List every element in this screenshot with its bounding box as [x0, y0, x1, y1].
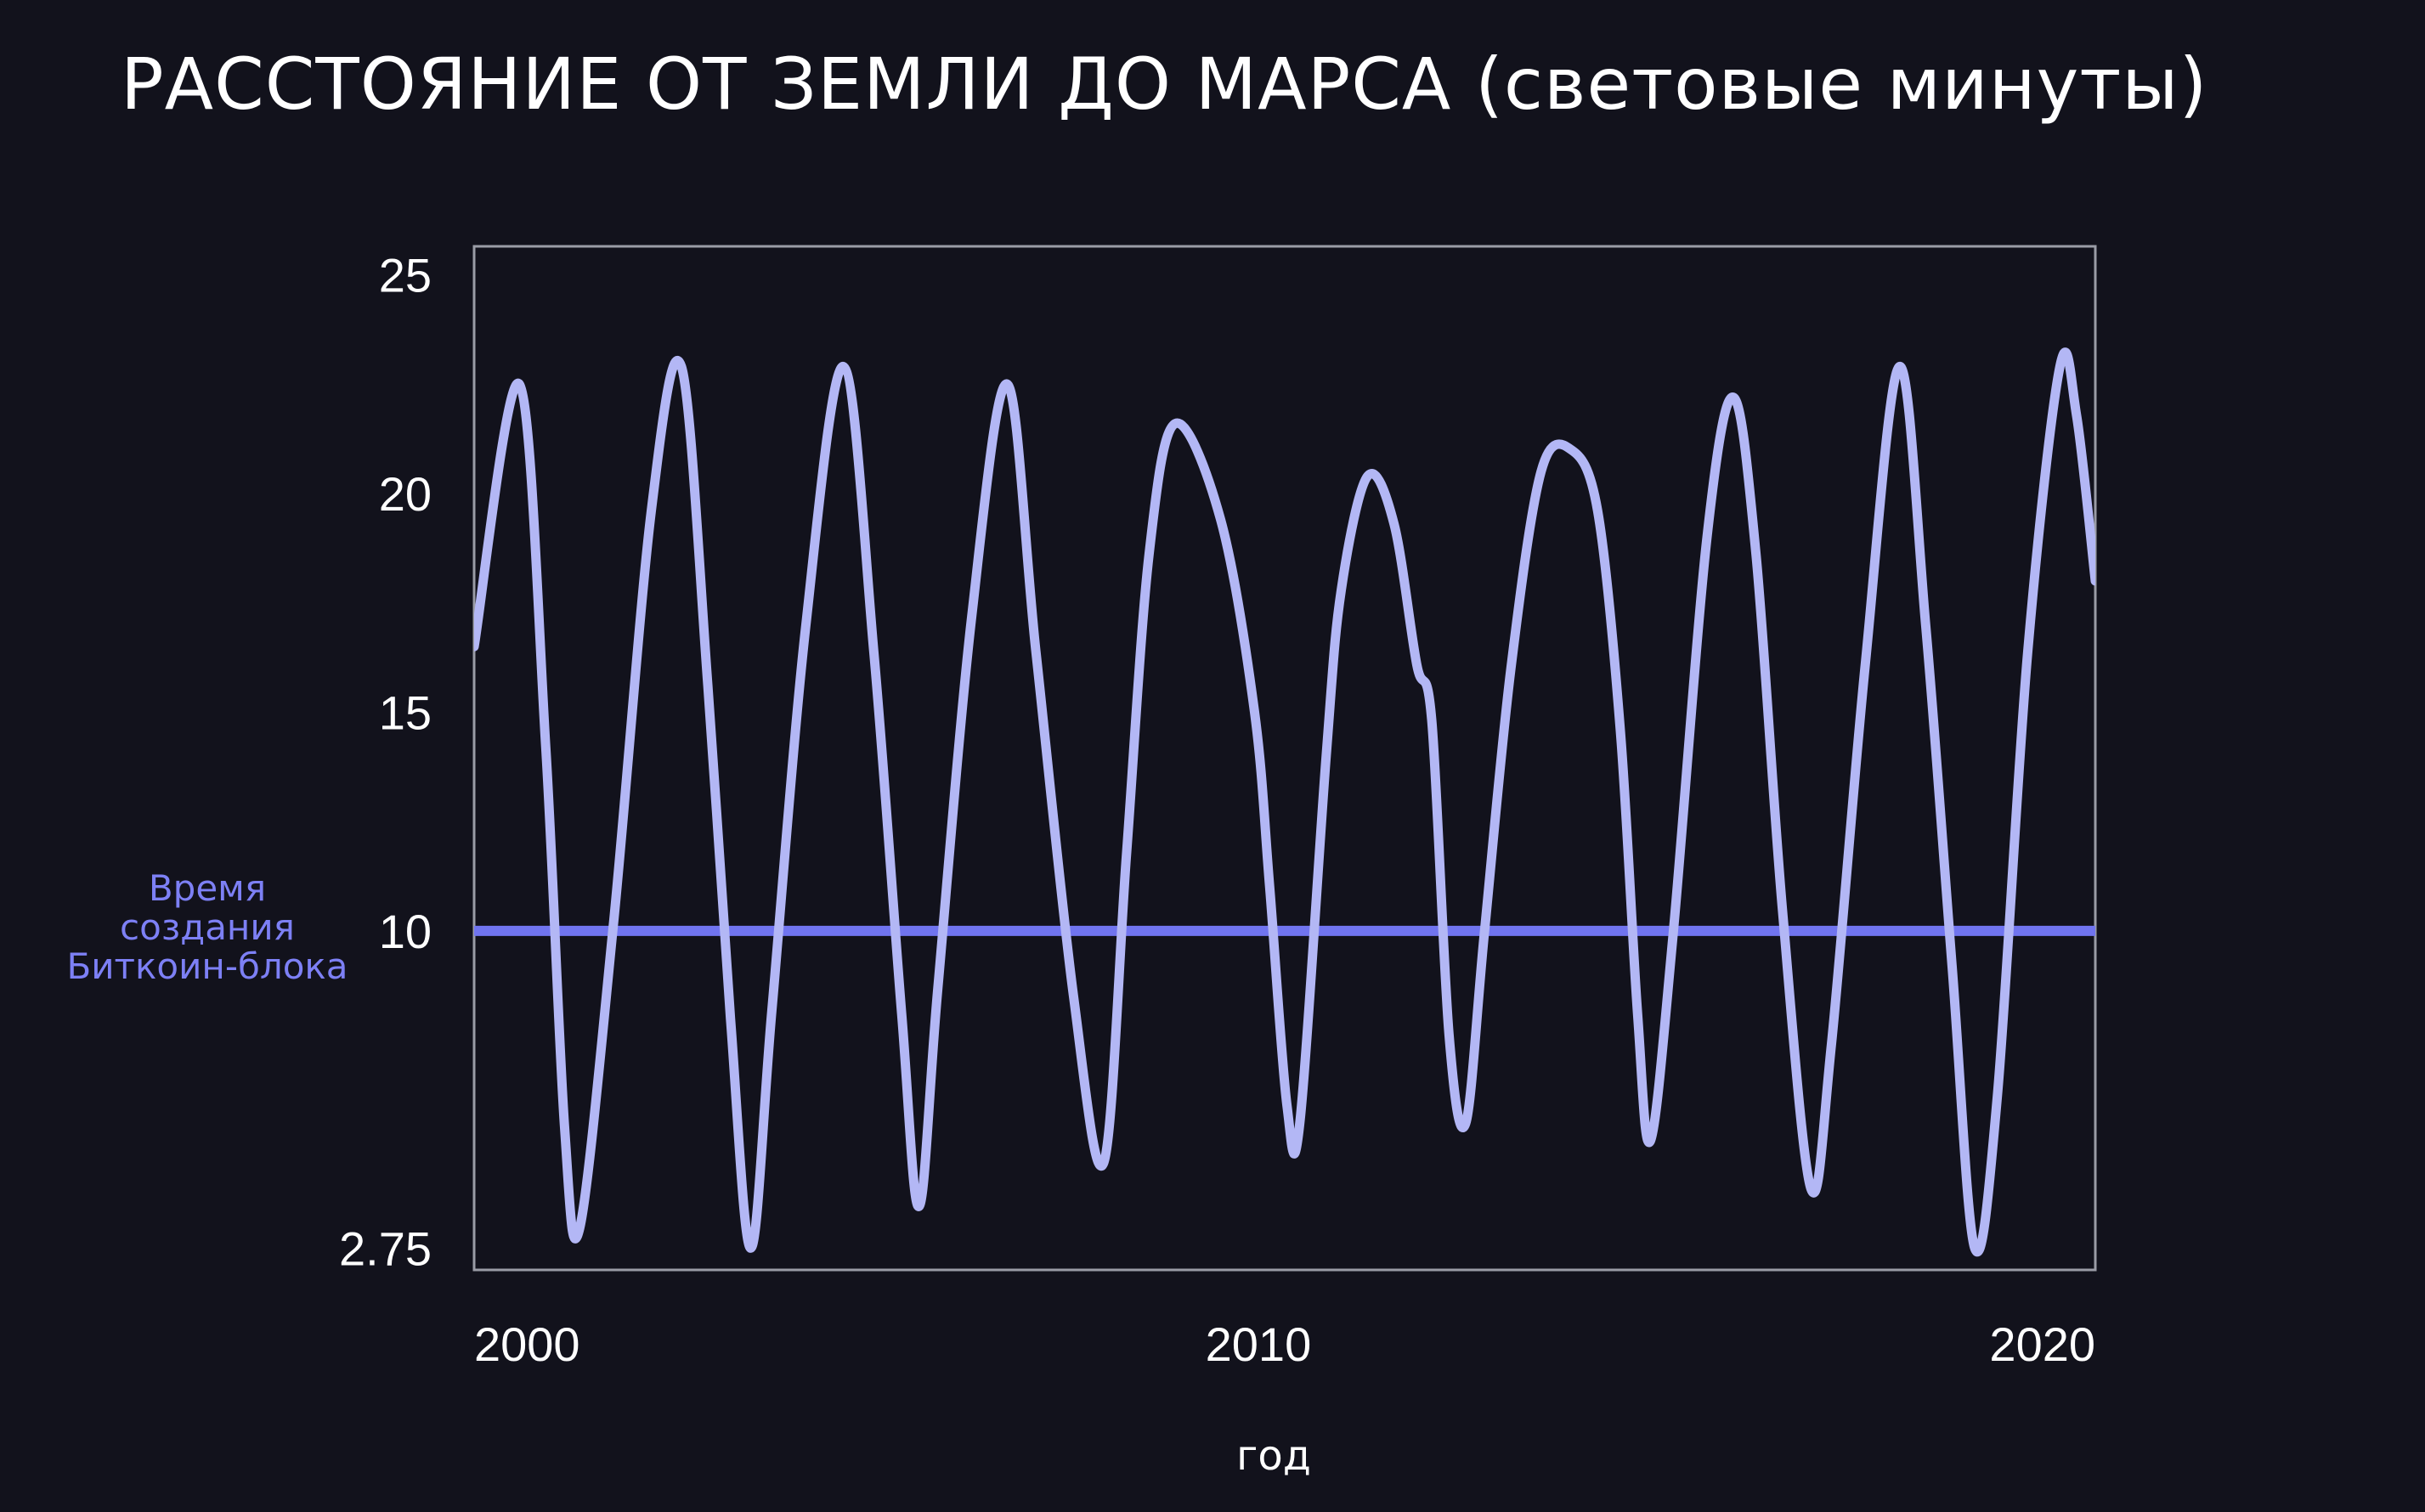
- reference-label-line: Время: [149, 867, 266, 909]
- x-tick-label: 2020: [1989, 1317, 2095, 1371]
- y-tick-label: 10: [379, 905, 432, 958]
- y-tick-label: 15: [379, 685, 432, 739]
- reference-label-line: Биткоин-блока: [66, 945, 348, 987]
- x-tick-label: 2010: [1206, 1317, 1312, 1371]
- series-layer: [474, 347, 2095, 1257]
- reference-label-line: создания: [120, 906, 295, 948]
- plot-area: [472, 245, 2097, 1272]
- tick-labels: 25 20 15 10 2.75 2000 2010 2020: [339, 248, 2095, 1371]
- y-tick-label: 2.75: [339, 1221, 432, 1275]
- plot-border: [472, 245, 2097, 1272]
- x-axis-title: год: [1236, 1432, 1311, 1480]
- x-tick-label: 2000: [474, 1317, 580, 1371]
- y-tick-label: 25: [379, 248, 432, 302]
- series-line: [474, 347, 2095, 1257]
- y-tick-label: 20: [379, 467, 432, 521]
- chart-title: РАССТОЯНИЕ ОТ ЗЕМЛИ ДО МАРСА (световые м…: [121, 42, 2208, 126]
